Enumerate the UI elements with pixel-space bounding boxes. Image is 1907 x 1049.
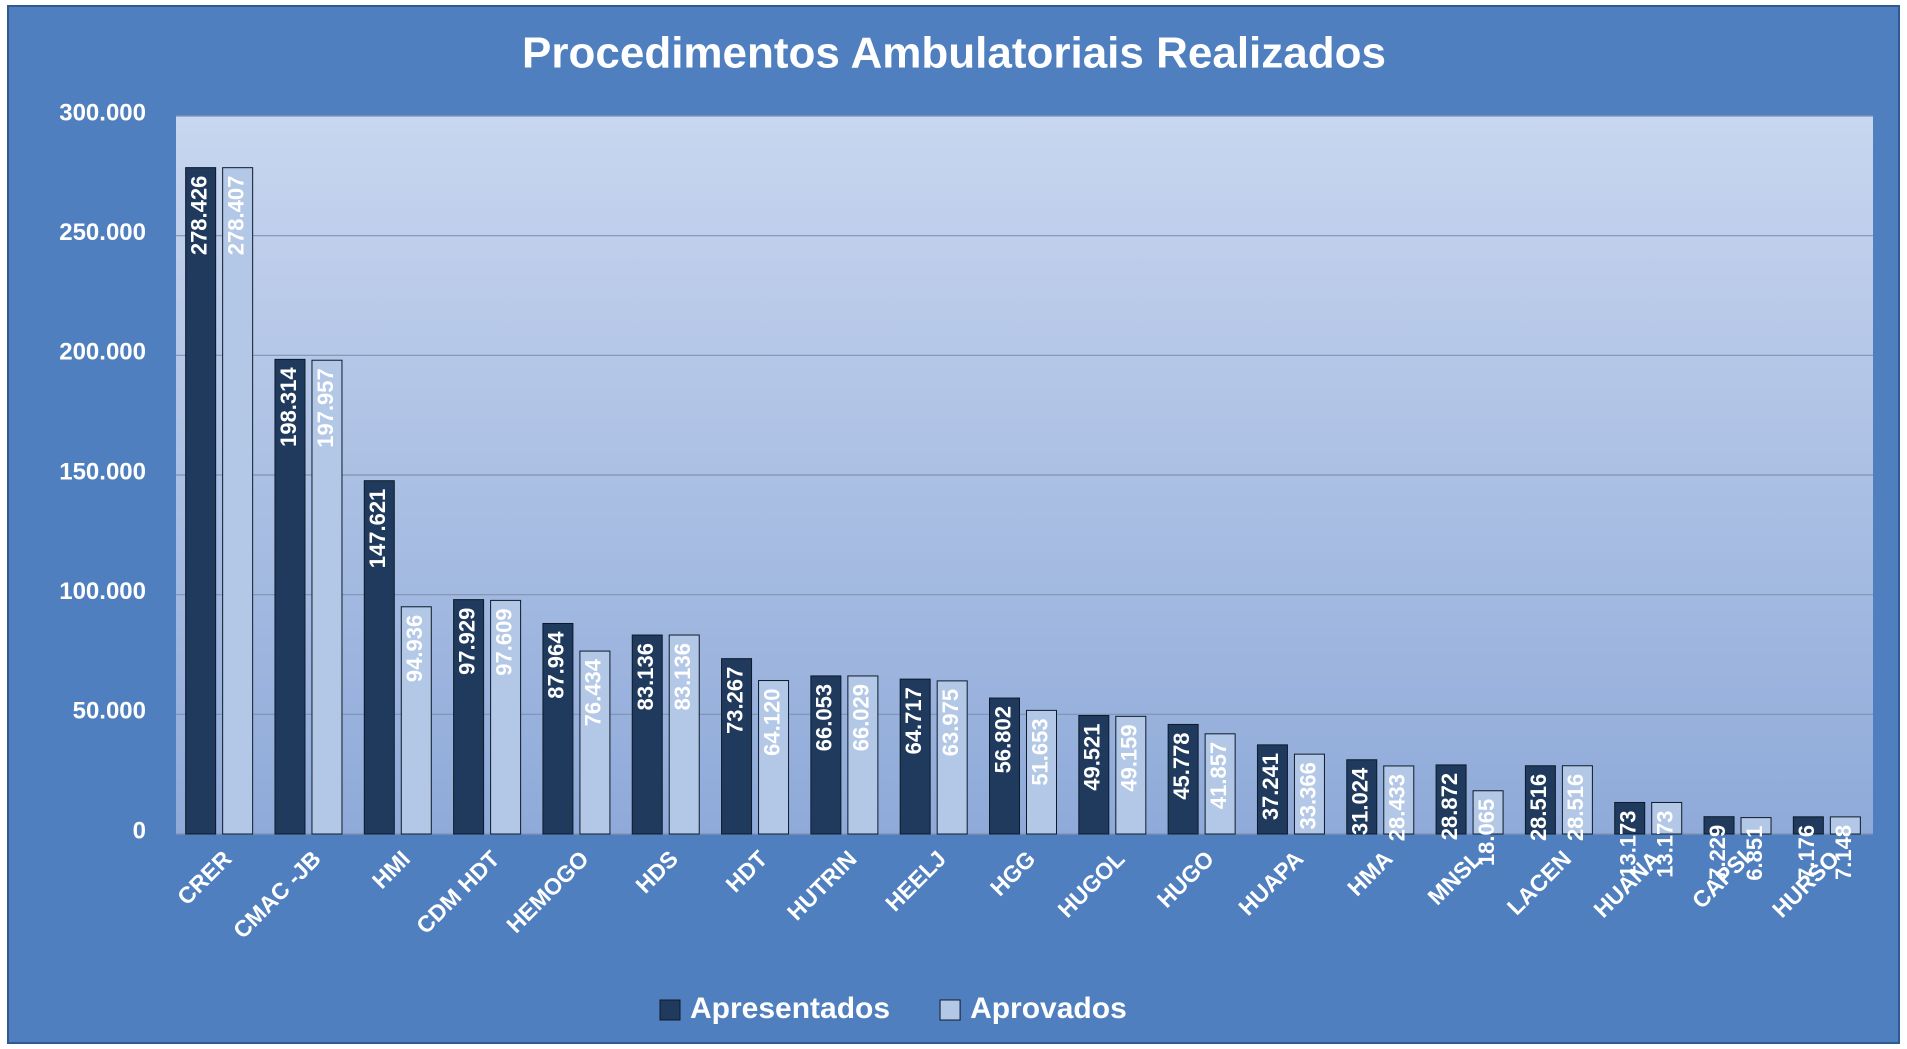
bar (758, 680, 790, 835)
value-label: 41.857 (1206, 742, 1231, 809)
bar (668, 634, 700, 835)
value-label: 278.407 (223, 176, 248, 256)
bar (1740, 817, 1772, 835)
value-label: 87.964 (544, 631, 569, 699)
bar (1703, 816, 1735, 835)
bar (1026, 709, 1057, 835)
bar (1346, 759, 1378, 835)
value-label: 83.136 (670, 643, 695, 710)
bar (1293, 753, 1325, 835)
value-label: 198.314 (276, 367, 301, 447)
legend-label: Apresentados (690, 992, 890, 1025)
bar (400, 606, 432, 835)
value-label: 37.241 (1258, 753, 1283, 820)
value-label: 197.957 (313, 368, 338, 448)
legend-swatch (659, 999, 681, 1021)
value-label: 28.516 (1526, 774, 1551, 841)
y-tick-label: 200.000 (59, 339, 146, 366)
bar (453, 599, 485, 835)
bar (631, 634, 663, 835)
bar (363, 480, 395, 835)
value-label: 51.653 (1027, 718, 1052, 785)
bar (1078, 714, 1110, 835)
value-label: 56.802 (990, 706, 1015, 773)
value-label: 278.426 (186, 176, 211, 256)
value-label: 97.929 (454, 608, 479, 675)
value-label: 6.851 (1742, 826, 1767, 881)
y-tick-label: 250.000 (59, 219, 146, 246)
value-label: 13.173 (1653, 810, 1678, 877)
bar (899, 678, 931, 835)
y-tick-label: 100.000 (59, 578, 146, 605)
bar (1115, 715, 1147, 835)
value-label: 73.267 (722, 667, 747, 734)
bar (1472, 790, 1504, 835)
value-label: 28.516 (1563, 774, 1588, 841)
value-label: 7.148 (1831, 825, 1856, 880)
bar (1829, 816, 1861, 835)
bar (222, 167, 254, 835)
bar (1524, 765, 1556, 835)
bar (1167, 723, 1199, 835)
bar (936, 680, 968, 835)
y-tick-label: 150.000 (59, 458, 146, 485)
bar (989, 697, 1020, 835)
bar (1561, 765, 1593, 835)
bar (1792, 816, 1824, 835)
value-label: 49.521 (1080, 723, 1105, 790)
value-label: 7.176 (1794, 825, 1819, 880)
bar (810, 675, 842, 835)
bar (185, 167, 217, 835)
value-label: 64.717 (901, 687, 926, 754)
value-label: 66.053 (812, 684, 837, 751)
value-label: 28.433 (1385, 774, 1410, 841)
bar (274, 358, 306, 835)
bar (1256, 744, 1288, 835)
bar (1651, 801, 1683, 835)
legend-label: Aprovados (970, 992, 1127, 1025)
y-tick-label: 50.000 (73, 698, 146, 725)
y-tick-label: 0 (133, 817, 146, 844)
y-tick-label: 300.000 (59, 99, 146, 126)
bar (490, 599, 522, 835)
value-label: 63.975 (938, 689, 963, 756)
bar (1383, 765, 1415, 835)
value-label: 18.065 (1474, 799, 1499, 866)
value-label: 28.872 (1437, 773, 1462, 840)
value-label: 97.609 (491, 608, 516, 675)
value-label: 94.936 (402, 615, 427, 682)
legend-swatch (939, 999, 961, 1021)
bar (311, 359, 343, 835)
value-label: 7.229 (1705, 825, 1730, 880)
value-label: 76.434 (581, 658, 606, 726)
bar (542, 622, 574, 835)
value-label: 49.159 (1117, 724, 1142, 791)
bar (1204, 733, 1236, 835)
value-label: 13.173 (1616, 810, 1641, 877)
bar (1614, 801, 1646, 835)
chart-title: Procedimentos Ambulatoriais Realizados (522, 29, 1386, 78)
value-label: 31.024 (1348, 767, 1373, 835)
bar (721, 658, 753, 835)
value-label: 33.366 (1295, 762, 1320, 829)
bar (1435, 764, 1467, 835)
bar (579, 650, 611, 835)
value-label: 66.029 (849, 684, 874, 751)
value-label: 64.120 (759, 689, 784, 756)
bar (847, 675, 879, 835)
value-label: 45.778 (1169, 732, 1194, 799)
value-label: 83.136 (633, 643, 658, 710)
value-label: 147.621 (365, 489, 390, 569)
